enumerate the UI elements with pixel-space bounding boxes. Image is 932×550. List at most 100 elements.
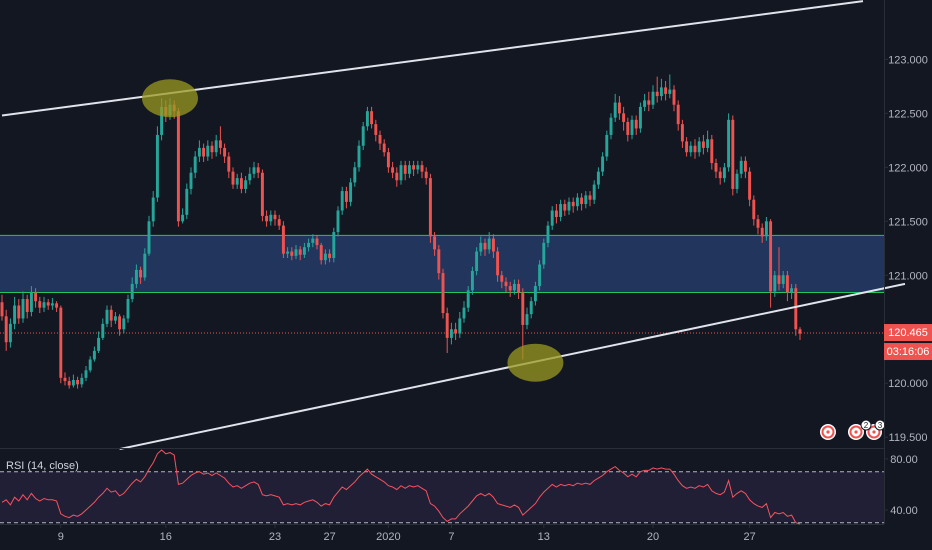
candle <box>769 219 773 308</box>
candle-body <box>4 316 8 343</box>
candle-body <box>420 165 424 172</box>
candle <box>55 301 59 312</box>
candle-body <box>76 379 80 385</box>
candle-body <box>563 204 567 211</box>
candle <box>76 376 80 389</box>
candle-body <box>718 171 722 179</box>
candle <box>643 93 647 112</box>
highlight-ellipse[interactable] <box>142 79 198 118</box>
rsi-indicator-label[interactable]: RSI (14, close) <box>6 460 79 472</box>
candle-body <box>286 251 290 254</box>
candle <box>651 85 655 110</box>
candle-body <box>126 299 130 319</box>
candle-body <box>445 313 449 338</box>
candle <box>395 167 399 187</box>
candle <box>504 277 508 293</box>
candle <box>67 376 71 389</box>
candle <box>689 141 693 157</box>
candle-body <box>336 210 340 233</box>
candle-body <box>630 119 634 135</box>
highlight-ellipse[interactable] <box>507 343 564 382</box>
candle <box>517 279 521 300</box>
candle <box>538 260 542 291</box>
candle <box>500 270 504 289</box>
candle-body <box>34 292 38 302</box>
candle-body <box>21 299 25 319</box>
candle-body <box>311 238 315 243</box>
candle <box>382 139 386 157</box>
candle-body <box>197 147 201 157</box>
candle <box>420 160 424 179</box>
candle <box>580 193 584 211</box>
candle <box>735 169 739 194</box>
candle-body <box>601 156 605 172</box>
candle <box>311 234 315 248</box>
candle-body <box>155 134 159 198</box>
candle <box>475 247 479 276</box>
candle-body <box>202 147 206 157</box>
candle-body <box>596 171 600 185</box>
candle <box>42 296 46 312</box>
candle-body <box>416 165 420 170</box>
candle-body <box>546 225 550 243</box>
candle-body <box>449 329 453 338</box>
event-count-badge[interactable]: 3 <box>874 419 886 431</box>
candle <box>622 106 626 131</box>
candle-body <box>105 309 109 324</box>
candle-body <box>218 140 222 148</box>
candle <box>743 156 747 179</box>
candle-body <box>710 139 714 164</box>
event-count-badge[interactable]: 2 <box>860 419 872 431</box>
candle <box>109 305 113 328</box>
time-axis[interactable]: 9 16 23 27 2020 7 13 20 27 <box>58 524 756 543</box>
candle <box>542 238 546 269</box>
candle-body <box>781 275 785 284</box>
candle <box>756 214 760 235</box>
candle-body <box>697 141 701 153</box>
rsi-pane[interactable]: RSI (14, close) <box>0 449 884 525</box>
time-axis-label: 13 <box>538 531 550 543</box>
candle-body <box>151 197 155 222</box>
candle-body <box>769 221 773 292</box>
candle-body <box>634 119 638 129</box>
candle <box>596 167 600 189</box>
candle <box>647 91 651 112</box>
candle <box>571 197 575 213</box>
candle-body <box>277 219 281 226</box>
candle-body <box>113 316 117 321</box>
candle <box>685 137 689 157</box>
candle-body <box>529 301 533 315</box>
event-markers[interactable]: 2 3 <box>820 419 886 440</box>
price-axis-label: 122.500 <box>888 108 928 120</box>
candle-body <box>298 249 302 255</box>
candle-body <box>617 102 621 114</box>
candle <box>588 191 592 207</box>
candle-body <box>760 227 764 237</box>
candle-body <box>71 379 75 386</box>
candle <box>445 307 449 354</box>
candle <box>353 161 357 187</box>
candle <box>533 281 537 306</box>
candle <box>323 249 327 265</box>
candle-body <box>659 87 663 97</box>
candle-body <box>323 253 327 261</box>
event-marker[interactable] <box>820 424 836 440</box>
candle <box>256 163 260 179</box>
candle <box>147 215 151 256</box>
candle <box>315 235 319 250</box>
candle <box>231 167 235 189</box>
event-marker[interactable] <box>848 424 864 440</box>
candle <box>227 152 231 179</box>
candle <box>630 115 634 140</box>
candle-body <box>214 140 218 153</box>
candle-body <box>638 106 642 129</box>
candle <box>248 167 252 185</box>
candle <box>277 214 281 230</box>
highlight-ellipses <box>142 79 564 382</box>
candle <box>483 238 487 256</box>
candle <box>332 227 336 263</box>
candle <box>575 193 579 211</box>
candle <box>349 178 353 207</box>
price-pane[interactable] <box>0 0 906 451</box>
